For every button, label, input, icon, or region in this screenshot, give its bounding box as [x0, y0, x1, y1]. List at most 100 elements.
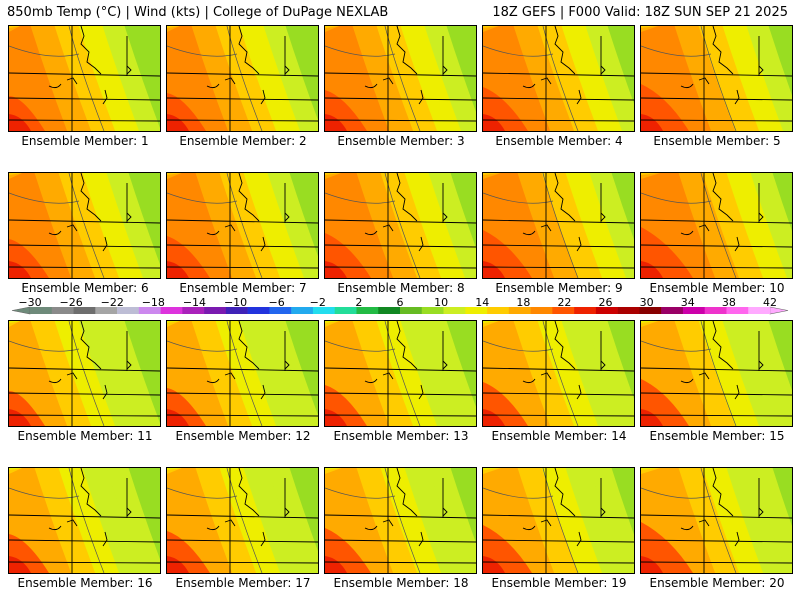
ensemble-member-label: Ensemble Member: 16: [17, 576, 153, 590]
colorbar-swatch: [508, 307, 531, 314]
temperature-field-map: [483, 26, 634, 131]
colorbar-swatch: [138, 307, 161, 314]
ensemble-member-label: Ensemble Member: 19: [491, 576, 627, 590]
temperature-field-map: [167, 321, 318, 426]
ensemble-member-map: [324, 467, 477, 574]
colorbar-tick-label: −6: [269, 296, 285, 309]
temperature-field-map: [483, 173, 634, 278]
temperature-field-map: [641, 468, 792, 573]
ensemble-member-label: Ensemble Member: 9: [495, 281, 623, 295]
ensemble-member-label: Ensemble Member: 15: [649, 429, 785, 443]
temperature-field-map: [325, 468, 476, 573]
temperature-field-map: [9, 321, 160, 426]
ensemble-member-label: Ensemble Member: 5: [653, 134, 781, 148]
colorbar-swatch: [661, 307, 684, 314]
colorbar-swatch: [225, 307, 248, 314]
ensemble-member-label: Ensemble Member: 8: [337, 281, 465, 295]
ensemble-member-map: [166, 467, 319, 574]
colorbar-tick-label: 18: [516, 296, 530, 309]
ensemble-member-label: Ensemble Member: 17: [175, 576, 311, 590]
colorbar-swatch: [639, 307, 662, 314]
ensemble-member-label: Ensemble Member: 11: [17, 429, 153, 443]
ensemble-member-map: [640, 25, 793, 132]
ensemble-member-map: [324, 25, 477, 132]
colorbar-swatch: [726, 307, 749, 314]
colorbar-swatch: [378, 307, 401, 314]
ensemble-member-label: Ensemble Member: 1: [21, 134, 149, 148]
colorbar-tick-label: 38: [722, 296, 736, 309]
colorbar-swatch: [704, 307, 727, 314]
colorbar-swatch: [182, 307, 205, 314]
colorbar-swatch: [595, 307, 618, 314]
ensemble-member-map: [166, 172, 319, 279]
colorbar-swatch: [682, 307, 706, 314]
colorbar-tick-label: 30: [640, 296, 654, 309]
ensemble-member-map: [482, 172, 635, 279]
colorbar-tick-label: 42: [763, 296, 777, 309]
colorbar-swatch: [443, 307, 466, 314]
temperature-field-map: [325, 173, 476, 278]
colorbar-swatch: [30, 307, 53, 314]
colorbar-swatch: [51, 307, 74, 314]
temperature-field-map: [641, 173, 792, 278]
temperature-field-map: [325, 321, 476, 426]
colorbar-swatch: [574, 307, 597, 314]
colorbar-tick-label: −14: [183, 296, 206, 309]
temperature-field-map: [9, 173, 160, 278]
model-run-valid-time: 18Z GEFS | F000 Valid: 18Z SUN SEP 21 20…: [492, 5, 788, 20]
ensemble-member-label: Ensemble Member: 14: [491, 429, 627, 443]
temperature-field-map: [167, 173, 318, 278]
colorbar-swatch: [421, 307, 444, 314]
temperature-field-map: [167, 468, 318, 573]
ensemble-member-map: [640, 467, 793, 574]
colorbar-swatch: [356, 307, 379, 314]
ensemble-member-label: Ensemble Member: 12: [175, 429, 311, 443]
colorbar-swatch: [552, 307, 575, 314]
ensemble-member-label: Ensemble Member: 7: [179, 281, 307, 295]
ensemble-member-map: [8, 172, 161, 279]
colorbar-swatch: [748, 307, 771, 314]
colorbar-swatch: [73, 307, 96, 314]
colorbar-tick-label: 14: [475, 296, 489, 309]
ensemble-member-label: Ensemble Member: 13: [333, 429, 469, 443]
colorbar-swatch: [530, 307, 553, 314]
ensemble-member-label: Ensemble Member: 10: [649, 281, 785, 295]
temperature-field-map: [167, 26, 318, 131]
colorbar-swatch: [617, 307, 640, 314]
colorbar-swatch: [487, 307, 510, 314]
ensemble-member-label: Ensemble Member: 3: [337, 134, 465, 148]
temperature-field-map: [9, 468, 160, 573]
ensemble-member-map: [482, 25, 635, 132]
ensemble-member-map: [8, 467, 161, 574]
colorbar-tick-label: −2: [310, 296, 326, 309]
temperature-field-map: [641, 321, 792, 426]
ensemble-member-map: [482, 467, 635, 574]
ensemble-member-map: [640, 172, 793, 279]
colorbar-tick-label: −26: [60, 296, 83, 309]
colorbar-tick-label: 2: [355, 296, 362, 309]
colorbar-swatch: [465, 307, 488, 314]
ensemble-member-label: Ensemble Member: 2: [179, 134, 307, 148]
ensemble-member-label: Ensemble Member: 18: [333, 576, 469, 590]
colorbar-tick-label: 22: [557, 296, 571, 309]
ensemble-member-label: Ensemble Member: 6: [21, 281, 149, 295]
temperature-field-map: [483, 468, 634, 573]
colorbar-swatch: [160, 307, 183, 314]
temperature-colorbar: −30 −26 −22 −18 −14 −10 −6 −2 2 6 10 14 18 22 26 30 34 38…: [11, 296, 789, 315]
ensemble-member-map: [482, 320, 635, 427]
temperature-field-map: [325, 26, 476, 131]
temperature-field-map: [483, 321, 634, 426]
temperature-field-map: [641, 26, 792, 131]
colorbar-tick-label: −22: [101, 296, 124, 309]
colorbar-swatch: [204, 307, 227, 314]
colorbar-tick-label: 10: [434, 296, 448, 309]
colorbar-swatch: [334, 307, 357, 314]
colorbar-swatch: [247, 307, 270, 314]
colorbar-swatch: [117, 307, 140, 314]
ensemble-member-map: [166, 25, 319, 132]
colorbar-tick-label: 26: [599, 296, 613, 309]
ensemble-member-map: [8, 320, 161, 427]
colorbar-swatch: [400, 307, 423, 314]
colorbar-tick-label: 6: [397, 296, 404, 309]
colorbar-swatch: [269, 307, 292, 314]
